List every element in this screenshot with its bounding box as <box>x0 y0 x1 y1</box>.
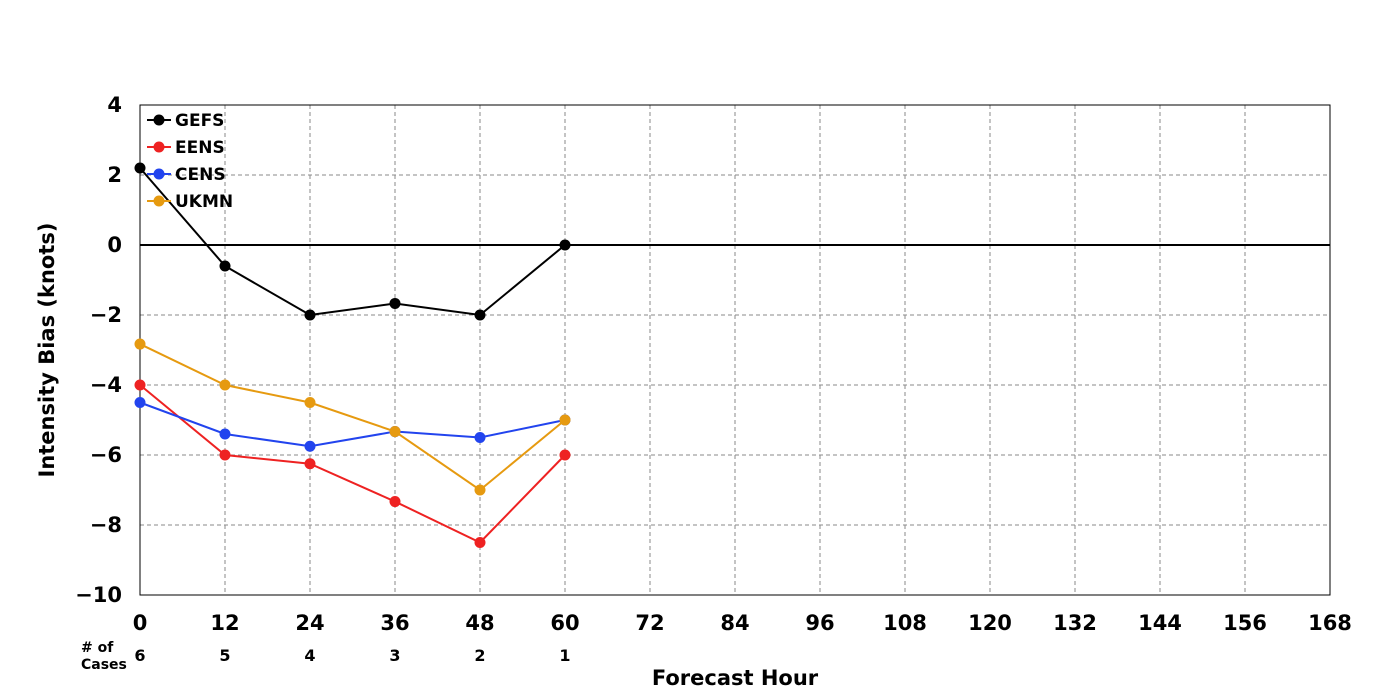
legend-label: CENS <box>175 165 226 185</box>
series-gefs <box>134 162 571 321</box>
legend-label: EENS <box>175 138 225 158</box>
x-tick-label: 60 <box>550 611 579 635</box>
data-point <box>389 297 401 309</box>
x-tick-label: 156 <box>1223 611 1267 635</box>
x-tick-label: 108 <box>883 611 927 635</box>
data-point <box>304 440 316 452</box>
x-tick-labels: 0 12 24 36 48 60 72 84 96 108 120 132 144 156 168 <box>133 611 1352 635</box>
data-point <box>474 537 486 548</box>
x-tick-label: 12 <box>210 611 239 635</box>
x-tick-label: 168 <box>1308 611 1352 635</box>
legend-item-ukmn: UKMN <box>147 192 233 212</box>
cases-row: # of Cases 6 5 4 3 2 1 <box>81 640 571 673</box>
legend-label: UKMN <box>175 192 233 212</box>
cases-label-line2: Cases <box>81 657 127 673</box>
x-tick-label: 72 <box>635 611 664 635</box>
y-tick-label: −10 <box>75 583 122 607</box>
legend-item-gefs: GEFS <box>147 111 224 131</box>
x-tick-label: 84 <box>720 611 749 635</box>
plot-area-frame <box>139 104 1331 596</box>
series-group <box>134 162 571 548</box>
data-point <box>559 449 571 461</box>
y-tick-label: 4 <box>107 93 122 117</box>
y-tick-label: −2 <box>90 303 122 327</box>
data-point <box>134 397 146 408</box>
case-count: 6 <box>134 646 145 665</box>
y-axis-label: Intensity Bias (knots) <box>35 223 59 478</box>
case-count: 2 <box>474 646 485 665</box>
data-point <box>134 338 146 350</box>
data-point <box>219 428 231 440</box>
x-tick-label: 48 <box>465 611 494 635</box>
grid-lines <box>140 105 1330 595</box>
x-tick-label: 120 <box>968 611 1012 635</box>
legend-label: GEFS <box>175 111 224 131</box>
cases-label-line1: # of <box>81 640 114 656</box>
data-point <box>219 260 231 272</box>
y-tick-label: −4 <box>90 373 122 397</box>
series-ukmn <box>134 338 571 496</box>
y-tick-label: 2 <box>107 163 122 187</box>
case-count: 5 <box>219 646 230 665</box>
x-tick-label: 0 <box>133 611 148 635</box>
data-point <box>304 397 316 408</box>
x-tick-label: 96 <box>805 611 834 635</box>
data-point <box>474 309 486 321</box>
data-point <box>559 414 571 426</box>
x-axis-label: Forecast Hour <box>652 666 819 690</box>
x-tick-label: 132 <box>1053 611 1097 635</box>
case-count: 3 <box>389 646 400 665</box>
series-line <box>139 401 566 448</box>
legend-swatch-marker <box>153 141 165 153</box>
legend-item-eens: EENS <box>147 138 225 158</box>
y-tick-label: −8 <box>90 513 122 537</box>
legend-swatch-marker <box>153 114 165 126</box>
data-point <box>219 449 231 461</box>
series-cens <box>134 397 571 452</box>
legend-swatch-marker <box>153 195 165 207</box>
series-eens <box>134 379 571 548</box>
x-tick-label: 36 <box>380 611 409 635</box>
y-tick-labels: 4 2 0 −2 −4 −6 −8 −10 <box>75 93 122 607</box>
data-point <box>219 379 231 391</box>
data-point <box>559 239 571 251</box>
data-point <box>304 458 316 470</box>
y-tick-label: 0 <box>107 233 122 257</box>
data-point <box>474 484 486 496</box>
legend: GEFS EENS CENS UKMN <box>147 111 233 212</box>
y-tick-label: −6 <box>90 443 122 467</box>
x-tick-label: 144 <box>1138 611 1182 635</box>
series-line <box>139 384 566 544</box>
series-line <box>139 167 566 317</box>
legend-item-cens: CENS <box>147 165 226 185</box>
data-point <box>134 162 146 174</box>
legend-swatch-marker <box>153 168 165 180</box>
data-point <box>304 309 316 321</box>
data-point <box>134 379 146 391</box>
data-point <box>389 426 401 438</box>
series-line <box>139 343 566 492</box>
case-count: 1 <box>559 646 570 665</box>
data-point <box>389 496 401 508</box>
case-count: 4 <box>304 646 315 665</box>
x-tick-label: 24 <box>295 611 324 635</box>
data-point <box>474 432 486 443</box>
